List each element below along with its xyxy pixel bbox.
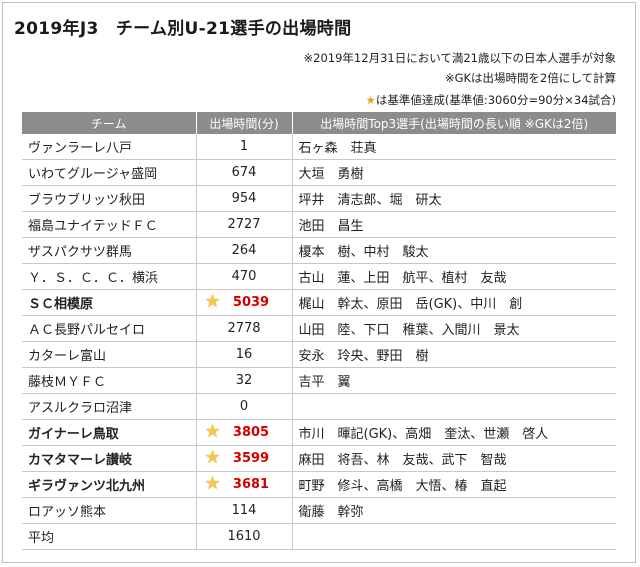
top-players: 市川 暉記(GK)、高畑 奎汰、世瀬 啓人 xyxy=(292,419,616,446)
playing-time-value: 3805 xyxy=(232,425,270,440)
playing-time-value: 1 xyxy=(239,139,249,154)
table-row: 藤枝ＭＹＦＣ 32 吉平 翼 xyxy=(22,367,616,394)
top-players: 麻田 将吾、林 友哉、武下 智哉 xyxy=(292,445,616,472)
table-row: ブラウブリッツ秋田 954 坪井 清志郎、堀 研太 xyxy=(22,185,616,212)
top-players: 石ヶ森 荘真 xyxy=(292,134,616,160)
top-players: 町野 修斗、高橋 大悟、椿 直起 xyxy=(292,471,616,498)
table-row: いわてグルージャ盛岡 674 大垣 勇樹 xyxy=(22,159,616,186)
playing-time-value: 954 xyxy=(231,191,257,206)
playing-time-value: 470 xyxy=(231,269,257,284)
table-row: カターレ富山 16 安永 玲央、野田 樹 xyxy=(22,341,616,368)
table-row: Ｙ．Ｓ．Ｃ．Ｃ．横浜 470 古山 蓮、上田 航平、植村 友哉 xyxy=(22,263,616,290)
playing-time-value: 32 xyxy=(235,373,253,388)
star-icon: ★ xyxy=(204,291,221,312)
star-icon: ★ xyxy=(365,93,376,107)
table-row: ガイナーレ鳥取 ★ 3805 市川 暉記(GK)、高畑 奎汰、世瀬 啓人 xyxy=(22,419,616,446)
playing-time-value: 2778 xyxy=(227,321,261,336)
table-row: ヴァンラーレ八戸 1 石ヶ森 荘真 xyxy=(22,134,616,160)
playing-time-cell: 1610 xyxy=(196,523,293,550)
team-name: 福島ユナイテッドＦＣ xyxy=(22,211,197,238)
playing-time-cell: ★ 3599 xyxy=(196,445,293,472)
table-row: カマタマーレ讃岐 ★ 3599 麻田 将吾、林 友哉、武下 智哉 xyxy=(22,445,616,472)
playing-time-value: 674 xyxy=(231,165,257,180)
table-row: アスルクラロ沼津 0 xyxy=(22,393,616,420)
table-row: ロアッソ熊本 114 衛藤 幹弥 xyxy=(22,497,616,524)
header-team: チーム xyxy=(22,112,197,134)
star-icon: ★ xyxy=(204,447,221,468)
playing-time-value: 114 xyxy=(231,503,257,518)
playing-time-cell: 674 xyxy=(196,159,293,186)
table-row: 平均 1610 xyxy=(22,523,616,550)
team-name: Ｙ．Ｓ．Ｃ．Ｃ．横浜 xyxy=(22,263,197,290)
playing-time-cell: 470 xyxy=(196,263,293,290)
top-players: 吉平 翼 xyxy=(292,367,616,394)
top-players: 安永 玲央、野田 樹 xyxy=(292,341,616,368)
team-name: ＳＣ相模原 xyxy=(22,289,197,316)
playing-time-cell: 2778 xyxy=(196,315,293,342)
team-name: いわてグルージャ盛岡 xyxy=(22,159,197,186)
header-players: 出場時間Top3選手(出場時間の長い順 ※GKは2倍) xyxy=(292,112,616,134)
top-players xyxy=(292,393,616,420)
note-eligibility: ※2019年12月31日において満21歳以下の日本人選手が対象 xyxy=(303,51,616,65)
table-row: ＡＣ長野パルセイロ 2778 山田 陸、下口 稚葉、入間川 景太 xyxy=(22,315,616,342)
top-players: 池田 昌生 xyxy=(292,211,616,238)
playing-time-value: 264 xyxy=(231,243,257,258)
star-icon: ★ xyxy=(204,473,221,494)
playing-time-cell: 0 xyxy=(196,393,293,420)
header-time: 出場時間(分) xyxy=(196,112,293,134)
playing-time-value: 2727 xyxy=(227,217,261,232)
team-name: 藤枝ＭＹＦＣ xyxy=(22,367,197,394)
playing-time-value: 16 xyxy=(235,347,253,362)
playing-time-value: 1610 xyxy=(227,529,261,544)
playing-time-cell: 1 xyxy=(196,134,293,160)
top-players: 大垣 勇樹 xyxy=(292,159,616,186)
playing-time-cell: ★ 3805 xyxy=(196,419,293,446)
playing-time-cell: ★ 3681 xyxy=(196,471,293,498)
playing-time-cell: 32 xyxy=(196,367,293,394)
team-name: アスルクラロ沼津 xyxy=(22,393,197,420)
playing-time-cell: 954 xyxy=(196,185,293,212)
top-players: 坪井 清志郎、堀 研太 xyxy=(292,185,616,212)
playing-time-cell: ★ 5039 xyxy=(196,289,293,316)
playing-time-value: 5039 xyxy=(232,295,270,310)
page-title: 2019年J3 チーム別U-21選手の出場時間 xyxy=(14,19,352,39)
team-name: ロアッソ熊本 xyxy=(22,497,197,524)
playing-time-value: 3599 xyxy=(232,451,270,466)
playing-time-cell: 264 xyxy=(196,237,293,264)
team-name: ヴァンラーレ八戸 xyxy=(22,134,197,160)
top-players: 古山 蓮、上田 航平、植村 友哉 xyxy=(292,263,616,290)
note-gk: ※GKは出場時間を2倍にして計算 xyxy=(444,71,616,85)
team-name: ギラヴァンツ北九州 xyxy=(22,471,197,498)
table-row: 福島ユナイテッドＦＣ 2727 池田 昌生 xyxy=(22,211,616,238)
playing-time-value: 0 xyxy=(239,399,249,414)
playing-time-cell: 114 xyxy=(196,497,293,524)
note-threshold: ★は基準値達成(基準値:3060分=90分×34試合) xyxy=(366,92,616,108)
team-name: ザスパクサツ群馬 xyxy=(22,237,197,264)
table-row: ＳＣ相模原 ★ 5039 梶山 幹太、原田 岳(GK)、中川 創 xyxy=(22,289,616,316)
playing-time-value: 3681 xyxy=(232,477,270,492)
team-name: ガイナーレ鳥取 xyxy=(22,419,197,446)
team-name: ブラウブリッツ秋田 xyxy=(22,185,197,212)
top-players: 梶山 幹太、原田 岳(GK)、中川 創 xyxy=(292,289,616,316)
table-row: ザスパクサツ群馬 264 榎本 樹、中村 駿太 xyxy=(22,237,616,264)
top-players: 榎本 樹、中村 駿太 xyxy=(292,237,616,264)
team-name: ＡＣ長野パルセイロ xyxy=(22,315,197,342)
playing-time-cell: 2727 xyxy=(196,211,293,238)
team-name: カマタマーレ讃岐 xyxy=(22,445,197,472)
top-players: 衛藤 幹弥 xyxy=(292,497,616,524)
note-threshold-text: は基準値達成(基準値:3060分=90分×34試合) xyxy=(375,93,616,107)
playing-time-table: チーム 出場時間(分) 出場時間Top3選手(出場時間の長い順 ※GKは2倍) … xyxy=(22,112,616,550)
table-row: ギラヴァンツ北九州 ★ 3681 町野 修斗、高橋 大悟、椿 直起 xyxy=(22,471,616,498)
top-players: 山田 陸、下口 稚葉、入間川 景太 xyxy=(292,315,616,342)
playing-time-cell: 16 xyxy=(196,341,293,368)
star-icon: ★ xyxy=(204,421,221,442)
table-header-row: チーム 出場時間(分) 出場時間Top3選手(出場時間の長い順 ※GKは2倍) xyxy=(22,112,616,134)
team-name: 平均 xyxy=(22,523,197,550)
top-players xyxy=(292,523,616,550)
team-name: カターレ富山 xyxy=(22,341,197,368)
